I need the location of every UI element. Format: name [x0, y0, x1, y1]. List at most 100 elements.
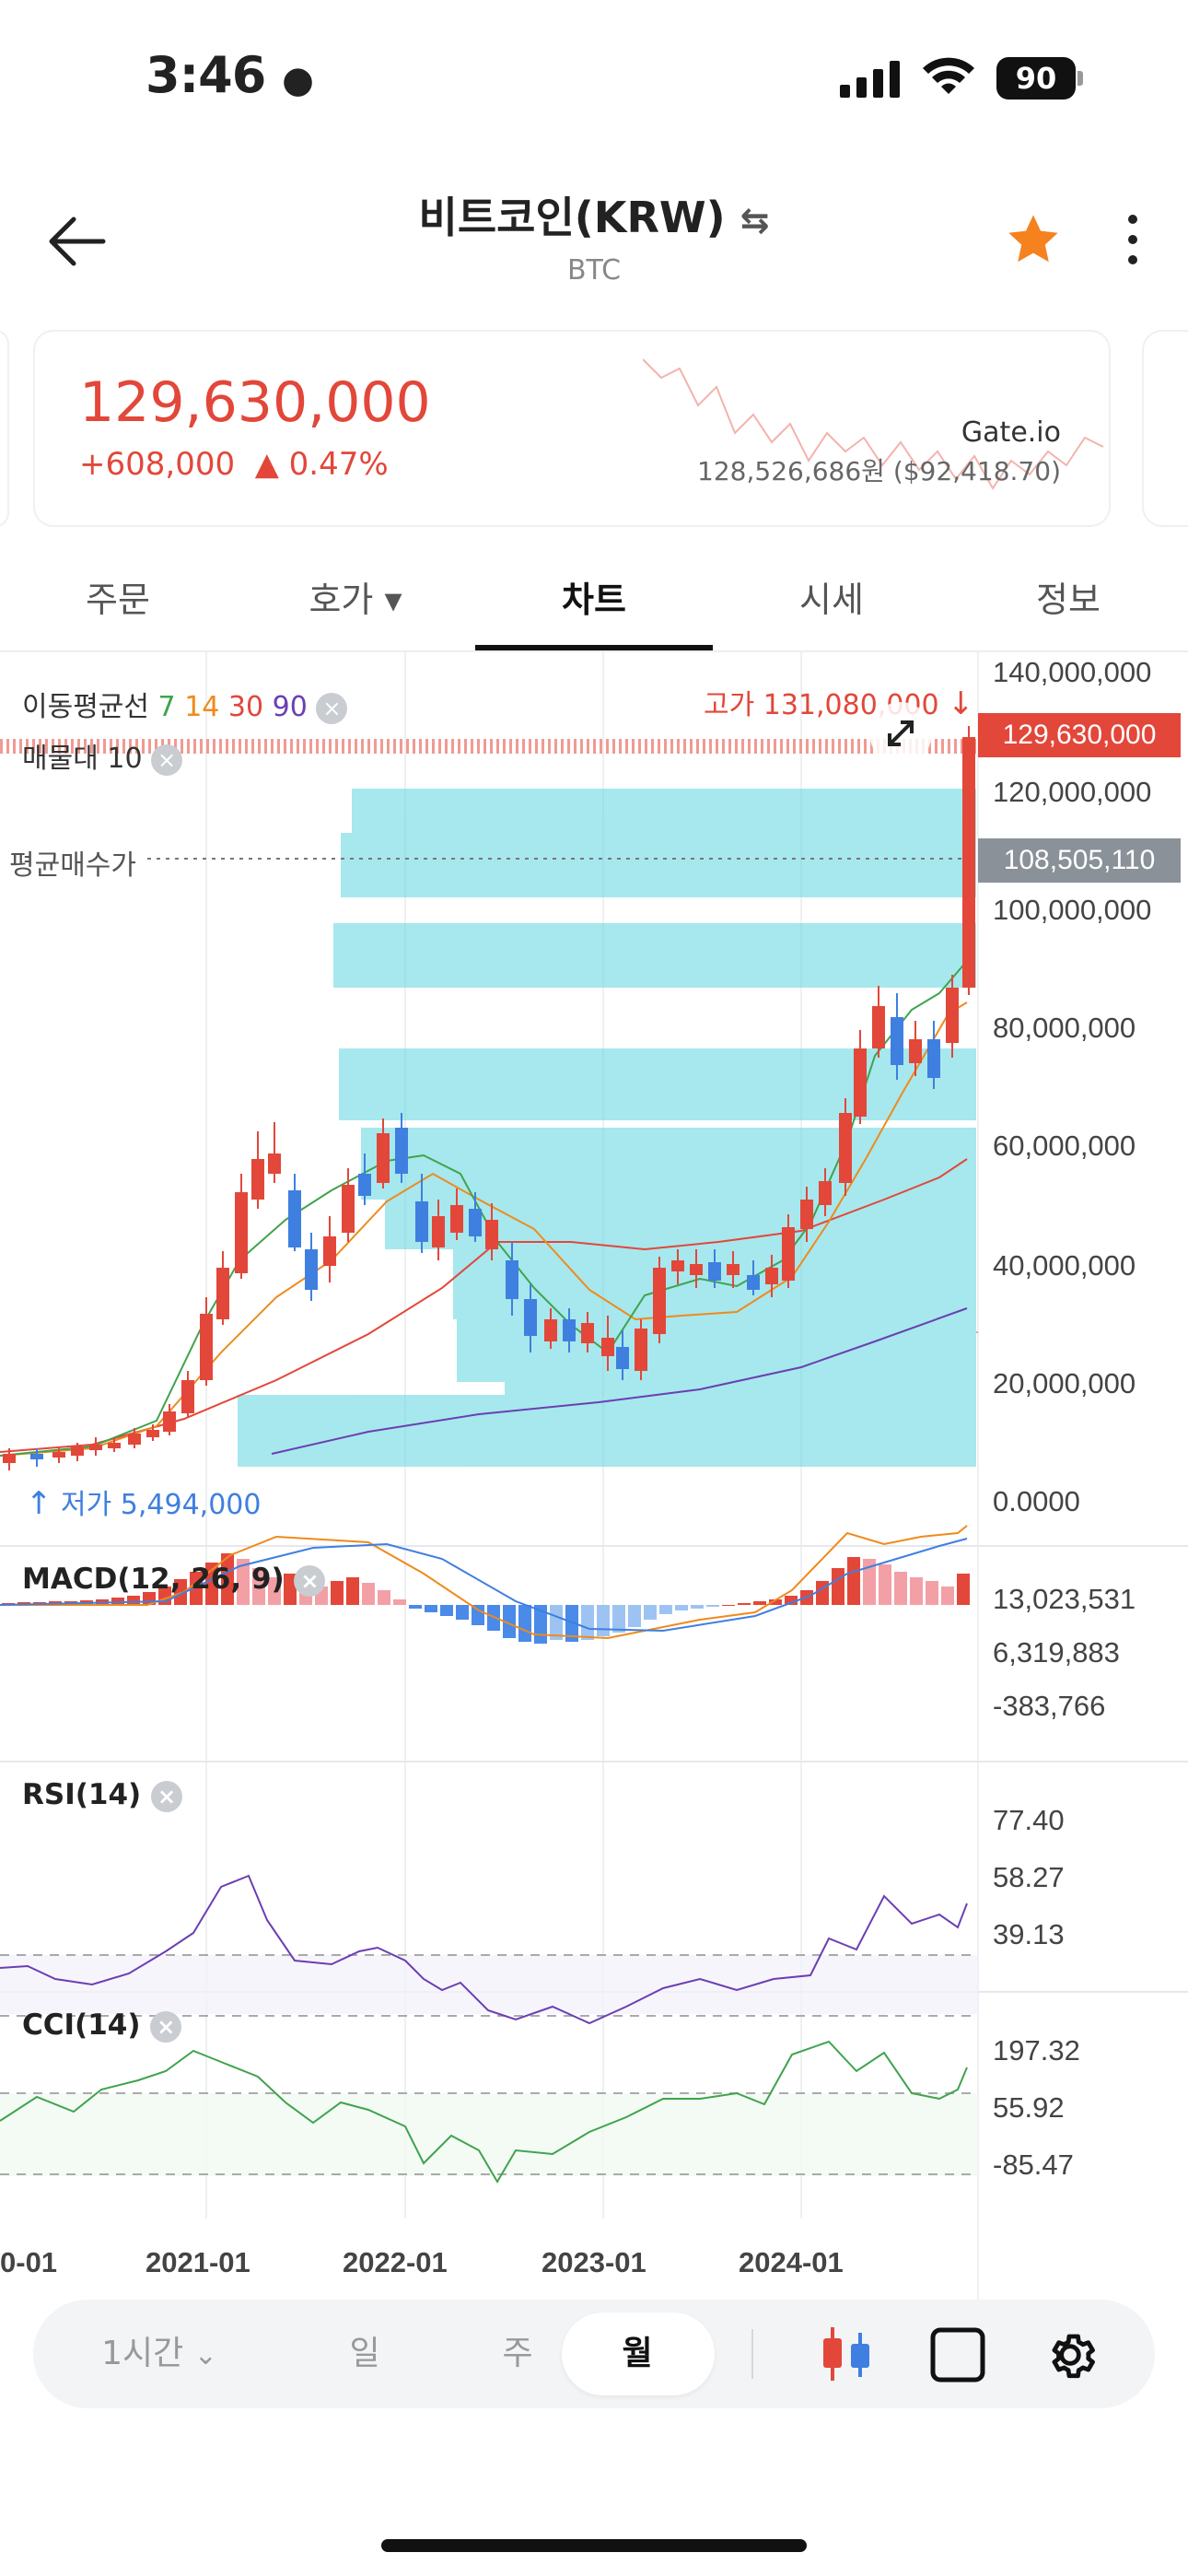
macd-bar — [941, 1587, 954, 1605]
candle-body — [342, 1185, 355, 1233]
candle-body — [927, 1039, 940, 1078]
tab-info[interactable]: 정보 — [1036, 580, 1101, 620]
expand-icon[interactable] — [869, 702, 932, 765]
close-ma-icon[interactable]: × — [316, 692, 348, 724]
candle-body — [358, 1174, 371, 1196]
volume-profile-bar — [361, 1128, 976, 1200]
macd-bar — [785, 1596, 798, 1605]
macd-bar — [268, 1577, 281, 1605]
rsi-title: RSI(14) × — [22, 1778, 183, 1812]
macd-bar — [863, 1559, 876, 1605]
x-tick: 2022-01 — [343, 2246, 448, 2278]
status-time: 3:46 ● — [146, 46, 314, 104]
interval-month[interactable]: 월 — [622, 2335, 653, 2372]
rsi-tick: 58.27 — [993, 1861, 1065, 1893]
candle-body — [485, 1220, 498, 1249]
close-vp-icon[interactable]: × — [151, 744, 183, 776]
price-chart[interactable] — [0, 652, 1188, 2311]
y-tick: 140,000,000 — [993, 656, 1152, 688]
interval-dropdown[interactable]: 1시간 ⌄ — [101, 2335, 217, 2372]
macd-bar — [565, 1605, 578, 1642]
candle-body — [377, 1133, 390, 1183]
candle-body — [962, 737, 975, 988]
prev-card[interactable] — [0, 330, 9, 527]
macd-bar — [127, 1596, 140, 1605]
macd-bar — [910, 1577, 923, 1605]
close-cci-icon[interactable]: × — [150, 2010, 182, 2043]
tab-chart[interactable]: 차트 — [562, 580, 626, 620]
macd-bar — [284, 1574, 297, 1605]
volume-profile-bar — [333, 923, 976, 988]
home-indicator — [381, 2539, 807, 2552]
page-subtitle: BTC — [566, 254, 622, 287]
candle-body — [288, 1190, 301, 1247]
macd-bar — [111, 1598, 124, 1605]
settings-gear-icon[interactable] — [1041, 2325, 1100, 2384]
favorite-star-icon[interactable] — [1004, 210, 1063, 269]
volume-profile-legend: 매물대 10 × — [22, 735, 183, 776]
current-price-tag: 129,630,000 — [978, 713, 1181, 757]
sparkline — [643, 358, 1103, 490]
candle-body — [544, 1319, 557, 1341]
macd-title: MACD(12, 26, 9) × — [22, 1563, 326, 1597]
macd-bar — [346, 1577, 359, 1605]
volume-profile-bar — [457, 1310, 976, 1382]
high-label: 고가 131,080,000 ↓ — [704, 685, 974, 722]
macd-bar — [628, 1605, 641, 1627]
candle-body — [450, 1205, 463, 1233]
macd-bar — [597, 1605, 610, 1636]
close-rsi-icon[interactable]: × — [151, 1780, 183, 1812]
more-menu-icon[interactable] — [1116, 210, 1149, 269]
macd-bar — [518, 1605, 531, 1642]
cci-title: CCI(14) × — [22, 2008, 182, 2043]
macd-bar — [722, 1605, 735, 1606]
tab-market[interactable]: 시세 — [799, 580, 864, 620]
candle-body — [30, 1454, 43, 1459]
close-macd-icon[interactable]: × — [294, 1564, 326, 1597]
tab-order[interactable]: 주문 — [86, 580, 150, 620]
macd-bar — [769, 1599, 782, 1605]
interval-day[interactable]: 일 — [349, 2335, 380, 2372]
macd-bar — [644, 1605, 657, 1620]
candle-body — [601, 1338, 614, 1356]
candle-body — [690, 1264, 703, 1275]
interval-week[interactable]: 주 — [502, 2335, 533, 2372]
current-price: 129,630,000 — [79, 370, 431, 435]
macd-bar — [440, 1605, 453, 1616]
volume-profile-bar — [339, 1048, 976, 1120]
candle-body — [891, 1017, 903, 1065]
macd-bar — [832, 1568, 844, 1605]
page-title: 비트코인(KRW) ⇆ — [418, 193, 770, 242]
candle-body — [782, 1227, 795, 1281]
candle-body — [616, 1347, 629, 1369]
macd-bar — [691, 1605, 704, 1609]
layout-square-icon[interactable] — [930, 2327, 985, 2383]
macd-bar — [957, 1574, 970, 1605]
tab-orderbook[interactable]: 호가 ▾ — [309, 580, 402, 620]
wifi-icon — [921, 57, 976, 98]
macd-bar — [378, 1590, 390, 1605]
avg-price-tag: 108,505,110 — [978, 838, 1181, 883]
candle-type-icon[interactable] — [820, 2325, 875, 2383]
macd-tick: 6,319,883 — [993, 1636, 1120, 1669]
candle-body — [635, 1329, 647, 1371]
macd-bar — [659, 1605, 672, 1614]
candle-body — [506, 1260, 518, 1299]
x-tick: 2021-01 — [146, 2246, 250, 2278]
candle-body — [653, 1268, 666, 1334]
next-card[interactable] — [1142, 330, 1188, 527]
candle-body — [235, 1192, 248, 1273]
macd-bar — [753, 1601, 766, 1605]
y-tick: 100,000,000 — [993, 894, 1152, 926]
back-arrow-icon[interactable] — [44, 208, 111, 275]
y-tick: 40,000,000 — [993, 1249, 1136, 1282]
price-card: 129,630,000 +608,000 ▲ 0.47% Gate.io 128… — [33, 330, 1111, 527]
candle-body — [563, 1319, 576, 1341]
rsi-tick: 39.13 — [993, 1918, 1065, 1950]
candle-body — [71, 1446, 84, 1456]
candle-body — [163, 1411, 176, 1432]
macd-tick: 13,023,531 — [993, 1583, 1136, 1615]
candle-body — [581, 1323, 594, 1343]
cci-tick: -85.47 — [993, 2149, 1074, 2181]
candle-body — [765, 1268, 778, 1284]
